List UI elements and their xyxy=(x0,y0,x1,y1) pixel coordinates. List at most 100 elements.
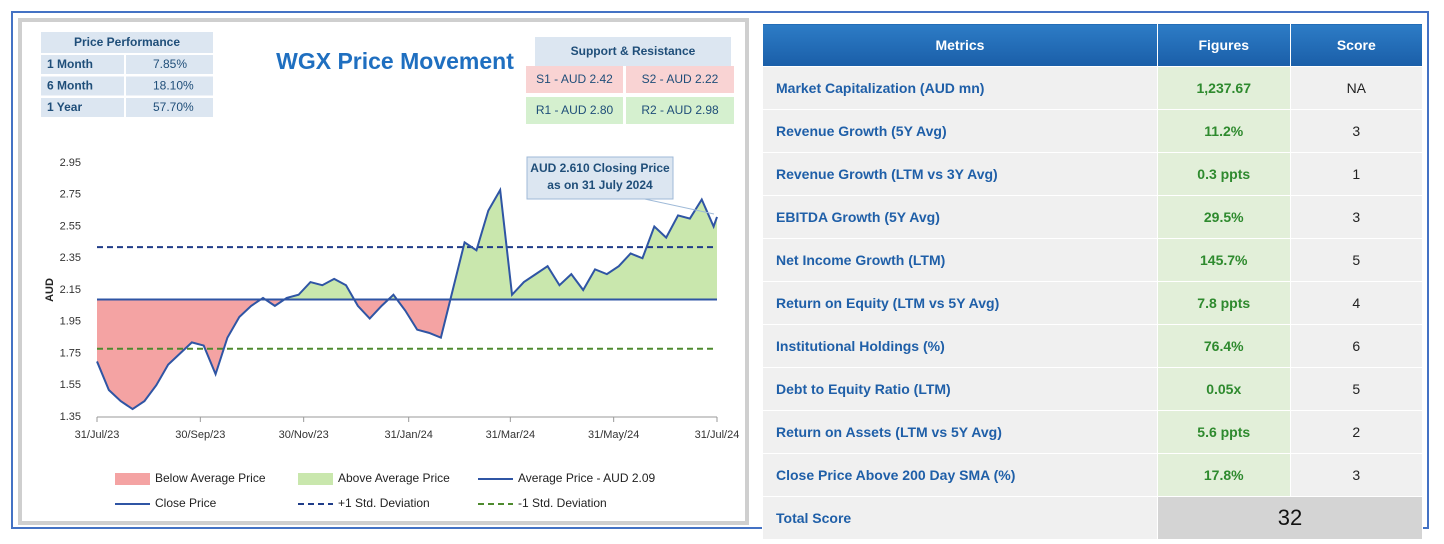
metric-row: Close Price Above 200 Day SMA (%) 17.8% 3 xyxy=(762,453,1424,497)
x-tick-label: 30/Nov/23 xyxy=(279,429,329,441)
sr-level: S2 - AUD 2.22 xyxy=(642,72,719,86)
y-tick-label: 2.75 xyxy=(60,189,81,201)
figure: 1,237.67 xyxy=(1156,66,1291,110)
sr-cell-bg xyxy=(626,66,734,93)
callout-text: as on 31 July 2024 xyxy=(547,178,653,192)
header-row: Metrics Figures Score xyxy=(762,23,1424,67)
legend-swatch xyxy=(298,473,333,485)
frame xyxy=(11,11,1429,529)
figure: 76.4% xyxy=(1156,324,1291,368)
legend-label: +1 Std. Deviation xyxy=(338,496,430,510)
metric-row: Institutional Holdings (%) 76.4% 6 xyxy=(762,324,1424,368)
score: 5 xyxy=(1289,367,1424,411)
pp-title: Price Performance xyxy=(74,35,180,49)
metric-row: Revenue Growth (LTM vs 3Y Avg) 0.3 ppts 1 xyxy=(762,152,1424,196)
score: NA xyxy=(1289,66,1424,110)
score: 2 xyxy=(1289,410,1424,454)
metric-name: Return on Equity (LTM vs 5Y Avg) xyxy=(762,281,1158,325)
column-header: Score xyxy=(1289,23,1424,67)
figure: 11.2% xyxy=(1156,109,1291,153)
pp-label: 1 Month xyxy=(47,57,93,71)
pp-cell-bg xyxy=(41,98,124,117)
metric-name: Return on Assets (LTM vs 5Y Avg) xyxy=(762,410,1158,454)
total-score: 32 xyxy=(1156,496,1424,540)
pp-value: 7.85% xyxy=(153,57,187,71)
sr-cell-bg xyxy=(626,97,734,124)
pp-cell-bg xyxy=(126,98,213,117)
callout-pointer xyxy=(639,197,715,215)
pp-cell-bg xyxy=(126,55,213,74)
total-row: Total Score 32 xyxy=(762,496,1424,540)
x-tick-label: 31/Jan/24 xyxy=(385,429,433,441)
metric-row: Return on Equity (LTM vs 5Y Avg) 7.8 ppts… xyxy=(762,281,1424,325)
metric-row: EBITDA Growth (5Y Avg) 29.5% 3 xyxy=(762,195,1424,239)
metric-row: Market Capitalization (AUD mn) 1,237.67 NA xyxy=(762,66,1424,110)
pp-value: 18.10% xyxy=(153,79,194,93)
figure: 17.8% xyxy=(1156,453,1291,497)
y-tick-label: 2.15 xyxy=(60,284,81,296)
x-tick-label: 31/Jul/23 xyxy=(75,429,120,441)
metric-name: Debt to Equity Ratio (LTM) xyxy=(762,367,1158,411)
pp-cell-bg xyxy=(41,55,124,74)
legend-label: Average Price - AUD 2.09 xyxy=(518,471,656,485)
legend-swatch xyxy=(115,473,150,485)
pp-cell-bg xyxy=(126,76,213,96)
metric-name: Market Capitalization (AUD mn) xyxy=(762,66,1158,110)
y-tick-label: 2.95 xyxy=(60,157,81,169)
score: 1 xyxy=(1289,152,1424,196)
score: 6 xyxy=(1289,324,1424,368)
sr-level: R1 - AUD 2.80 xyxy=(536,103,614,117)
sr-level: S1 - AUD 2.42 xyxy=(536,72,613,86)
sr-header-bg xyxy=(535,37,731,66)
y-tick-label: 2.35 xyxy=(60,252,81,264)
pp-header-bg xyxy=(41,32,213,53)
pp-label: 6 Month xyxy=(47,79,93,93)
metric-row: Revenue Growth (5Y Avg) 11.2% 3 xyxy=(762,109,1424,153)
x-tick-label: 30/Sep/23 xyxy=(175,429,225,441)
y-tick-label: 1.95 xyxy=(60,316,81,328)
x-tick-label: 31/Mar/24 xyxy=(486,429,536,441)
score: 3 xyxy=(1289,195,1424,239)
pp-cell-bg xyxy=(41,76,124,96)
legend-label: Below Average Price xyxy=(155,471,266,485)
metrics-table: Metrics Figures Score Market Capitalization… xyxy=(762,23,1424,540)
sr-title: Support & Resistance xyxy=(571,44,696,58)
sr-cell-bg xyxy=(526,97,623,124)
x-tick-label: 31/Jul/24 xyxy=(695,429,740,441)
legend-label: -1 Std. Deviation xyxy=(518,496,607,510)
y-tick-label: 1.35 xyxy=(60,411,81,423)
metric-name: Close Price Above 200 Day SMA (%) xyxy=(762,453,1158,497)
sr-cell-bg xyxy=(526,66,623,93)
pp-value: 57.70% xyxy=(153,100,194,114)
figure: 7.8 ppts xyxy=(1156,281,1291,325)
figure: 145.7% xyxy=(1156,238,1291,282)
y-tick-label: 2.55 xyxy=(60,220,81,232)
chart-title: WGX Price Movement xyxy=(276,48,514,74)
pp-label: 1 Year xyxy=(47,100,82,114)
score: 5 xyxy=(1289,238,1424,282)
column-header: Metrics xyxy=(762,23,1158,67)
score: 3 xyxy=(1289,109,1424,153)
callout-box xyxy=(526,156,674,200)
metric-name: Revenue Growth (LTM vs 3Y Avg) xyxy=(762,152,1158,196)
total-label: Total Score xyxy=(762,496,1158,540)
chart-panel: WGX Price Movement AUD Price Performance… xyxy=(18,18,749,525)
metric-row: Net Income Growth (LTM) 145.7% 5 xyxy=(762,238,1424,282)
legend-label: Close Price xyxy=(155,496,217,510)
metric-name: Institutional Holdings (%) xyxy=(762,324,1158,368)
metric-name: Net Income Growth (LTM) xyxy=(762,238,1158,282)
figure: 5.6 ppts xyxy=(1156,410,1291,454)
column-header: Figures xyxy=(1156,23,1291,67)
y-tick-label: 1.75 xyxy=(60,347,81,359)
metric-name: EBITDA Growth (5Y Avg) xyxy=(762,195,1158,239)
area-above xyxy=(260,189,717,300)
figure: 0.3 ppts xyxy=(1156,152,1291,196)
metric-row: Return on Assets (LTM vs 5Y Avg) 5.6 ppts… xyxy=(762,410,1424,454)
x-tick-label: 31/May/24 xyxy=(588,429,639,441)
metric-name: Revenue Growth (5Y Avg) xyxy=(762,109,1158,153)
y-tick-label: 1.55 xyxy=(60,379,81,391)
score: 4 xyxy=(1289,281,1424,325)
legend-label: Above Average Price xyxy=(338,471,450,485)
close-line xyxy=(96,186,718,411)
